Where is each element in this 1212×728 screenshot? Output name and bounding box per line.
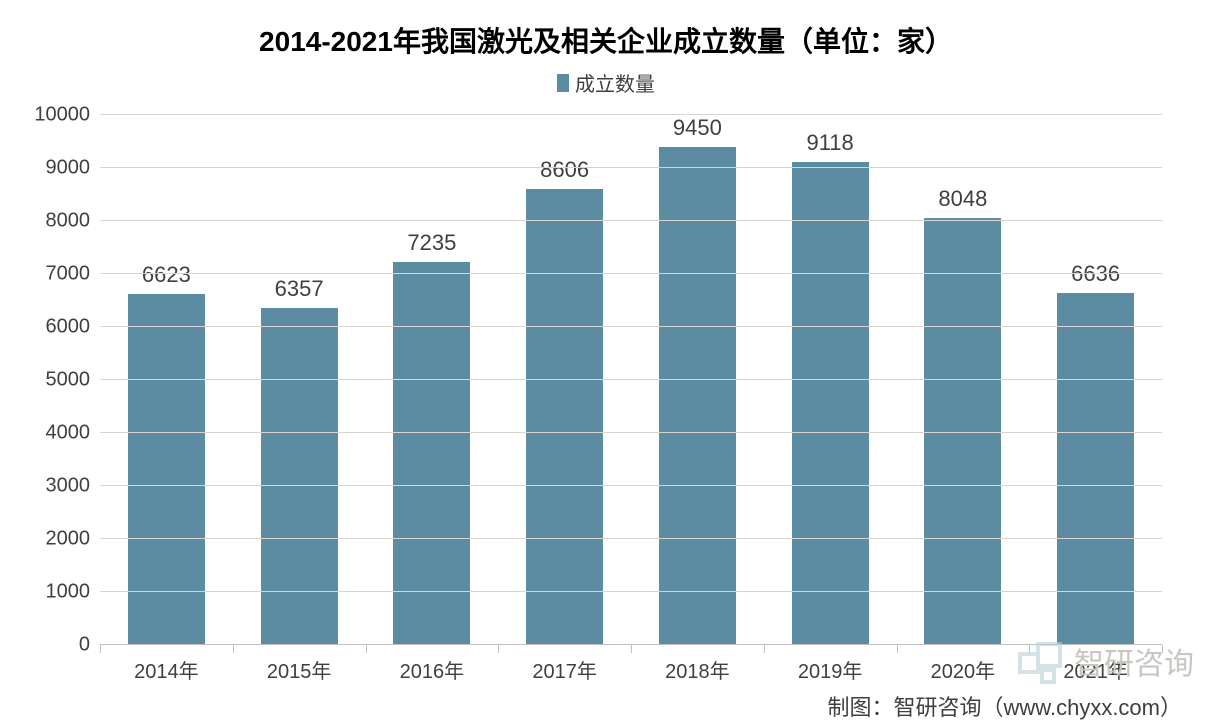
x-axis-label: 2019年 — [764, 655, 897, 684]
y-tick-label: 8000 — [46, 210, 101, 233]
y-tick-label: 10000 — [34, 104, 100, 127]
bar-rect — [792, 162, 869, 645]
bar-value-label: 9450 — [673, 115, 722, 141]
x-tick — [631, 645, 632, 653]
grid-line — [100, 167, 1162, 168]
y-tick-label: 2000 — [46, 528, 101, 551]
bar-value-label: 8606 — [540, 157, 589, 183]
grid-line — [100, 220, 1162, 221]
x-tick — [764, 645, 765, 653]
x-axis-label: 2021年 — [1029, 655, 1162, 684]
bar-slot: 7235 — [366, 115, 499, 645]
x-axis-label: 2017年 — [498, 655, 631, 684]
y-tick-label: 0 — [79, 634, 100, 657]
grid-line — [100, 485, 1162, 486]
bar-slot: 8048 — [897, 115, 1030, 645]
bar-slot: 9118 — [764, 115, 897, 645]
bar-slot: 8606 — [498, 115, 631, 645]
x-axis-label: 2018年 — [631, 655, 764, 684]
bar-value-label: 8048 — [938, 186, 987, 212]
bar-rect — [659, 147, 736, 645]
bar-rect — [128, 294, 205, 645]
bar-slot: 9450 — [631, 115, 764, 645]
y-tick-label: 9000 — [46, 157, 101, 180]
y-tick-label: 6000 — [46, 316, 101, 339]
bar-value-label: 9118 — [806, 130, 853, 156]
x-tick — [366, 645, 367, 653]
credit-text: 制图：智研咨询（www.chyxx.com） — [828, 690, 1182, 722]
bars-group: 6623 6357 7235 8606 9450 9118 8048 6636 — [100, 115, 1162, 645]
y-tick-label: 1000 — [46, 581, 101, 604]
chart-container: 2014-2021年我国激光及相关企业成立数量（单位：家） 成立数量 66236… — [0, 0, 1212, 728]
bar-value-label: 6623 — [142, 262, 191, 288]
y-tick-label: 7000 — [46, 263, 101, 286]
bar-rect — [393, 262, 470, 645]
x-axis-labels: 2014年2015年2016年2017年2018年2019年2020年2021年 — [100, 655, 1162, 684]
grid-line — [100, 644, 1162, 645]
chart-legend: 成立数量 — [30, 68, 1182, 97]
y-tick-label: 5000 — [46, 369, 101, 392]
bar-value-label: 6357 — [275, 276, 324, 302]
grid-line — [100, 114, 1162, 115]
x-axis-label: 2020年 — [897, 655, 1030, 684]
x-tick — [498, 645, 499, 653]
plot-area: 66236357723586069450911880486636 0100020… — [100, 115, 1162, 645]
x-axis-label: 2015年 — [233, 655, 366, 684]
bar-rect — [526, 189, 603, 645]
x-tick — [1162, 645, 1163, 653]
y-tick-label: 4000 — [46, 422, 101, 445]
grid-line — [100, 432, 1162, 433]
bar-rect — [1057, 293, 1134, 645]
grid-line — [100, 538, 1162, 539]
legend-label: 成立数量 — [575, 74, 655, 96]
bar-value-label: 6636 — [1071, 261, 1120, 287]
grid-line — [100, 273, 1162, 274]
grid-line — [100, 326, 1162, 327]
bar-slot: 6623 — [100, 115, 233, 645]
grid-line — [100, 379, 1162, 380]
legend-swatch — [557, 74, 569, 92]
x-tick — [897, 645, 898, 653]
x-axis-label: 2014年 — [100, 655, 233, 684]
x-axis-label: 2016年 — [366, 655, 499, 684]
y-tick-label: 3000 — [46, 475, 101, 498]
x-tick — [233, 645, 234, 653]
bar-slot: 6357 — [233, 115, 366, 645]
x-tick — [100, 645, 101, 653]
chart-title: 2014-2021年我国激光及相关企业成立数量（单位：家） — [30, 20, 1182, 60]
grid-line — [100, 591, 1162, 592]
bar-value-label: 7235 — [407, 230, 456, 256]
bar-slot: 6636 — [1029, 115, 1162, 645]
bar-rect — [261, 308, 338, 645]
x-tick — [1029, 645, 1030, 653]
